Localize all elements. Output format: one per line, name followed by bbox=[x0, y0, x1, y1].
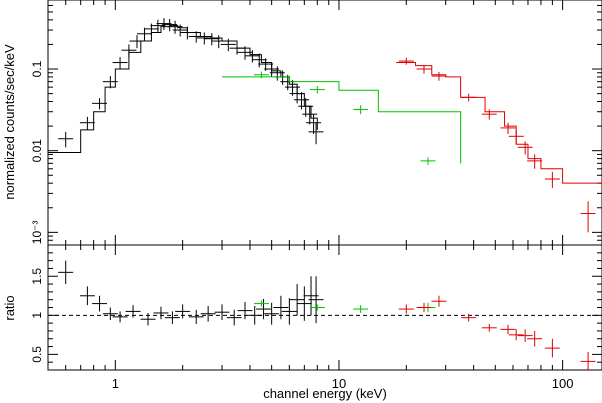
x-tick-label: 10 bbox=[332, 376, 346, 391]
spectrum-data bbox=[48, 18, 602, 233]
y-tick-label: 10⁻³ bbox=[30, 221, 44, 245]
ratio-frame bbox=[47, 244, 602, 371]
y-tick-label: 0.5 bbox=[30, 346, 44, 363]
x-tick-label: 1 bbox=[112, 376, 119, 391]
spectrum-panel: 10⁻³ 0.01 0.1 normalized counts/sec/keV bbox=[2, 0, 602, 246]
spectrum-model-line bbox=[396, 62, 602, 184]
y-tick-label: 1.5 bbox=[30, 268, 44, 285]
spectrum-model-line bbox=[222, 76, 462, 164]
spectrum-model-line bbox=[48, 25, 318, 154]
spectrum-ylabel: normalized counts/sec/keV bbox=[2, 44, 17, 200]
y-tick-label: 1 bbox=[30, 312, 44, 319]
ratio-data bbox=[58, 260, 596, 371]
spectrum-frame bbox=[47, 0, 602, 246]
x-tick-label: 100 bbox=[552, 376, 574, 391]
ratio-ylabel: ratio bbox=[2, 295, 17, 320]
ratio-panel: 1 10 100 0.5 1 1.5 ratio bbox=[2, 244, 602, 391]
y-tick-label: 0.1 bbox=[30, 60, 44, 77]
ratio-ticks: 1 10 100 0.5 1 1.5 bbox=[30, 245, 602, 391]
x-axis-label: channel energy (keV) bbox=[263, 386, 387, 401]
spectrum-ticks: 10⁻³ 0.01 0.1 bbox=[30, 0, 602, 246]
y-tick-label: 0.01 bbox=[30, 139, 44, 163]
